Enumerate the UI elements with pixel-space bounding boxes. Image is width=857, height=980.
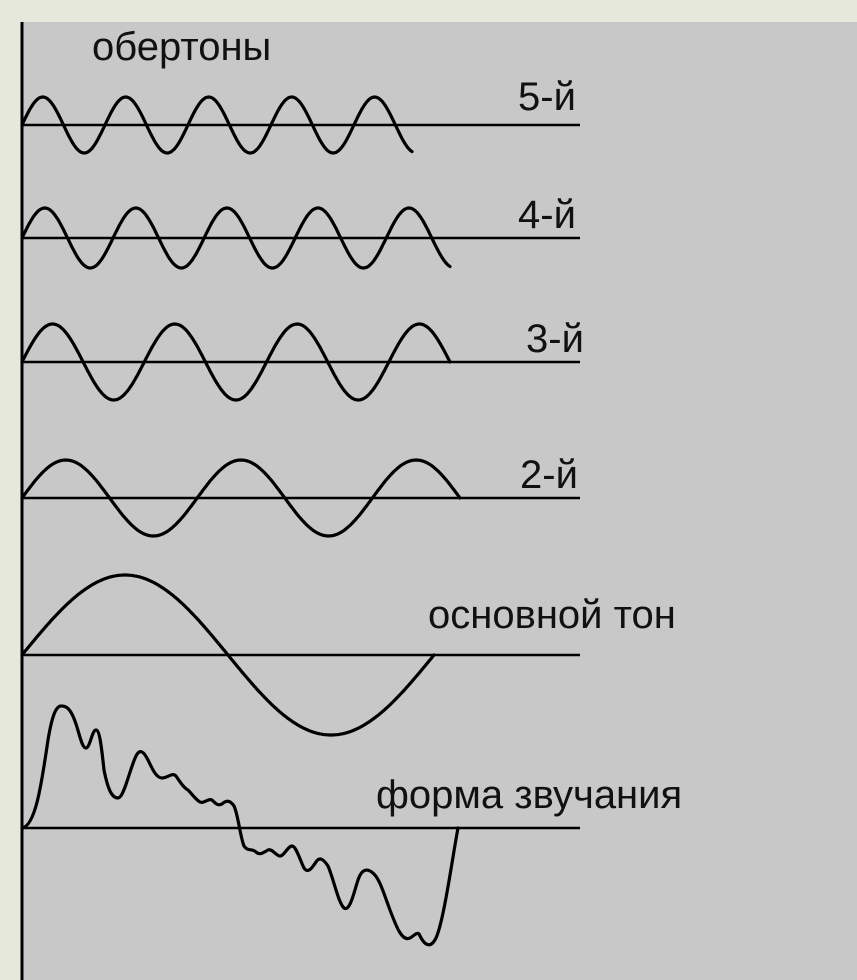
label-overtone-4: 4-й <box>518 193 576 237</box>
wave-sound-form <box>20 704 460 947</box>
wave-overtone-2 <box>20 458 462 538</box>
label-overtone-3: 3-й <box>526 317 584 361</box>
label-overtone-2: 2-й <box>520 453 578 497</box>
label-sound-form: форма звучания <box>376 773 682 817</box>
wave-overtone-3 <box>20 322 452 402</box>
wave-overtone-5 <box>20 95 414 155</box>
wave-fundamental <box>20 573 436 737</box>
label-fundamental: основной тон <box>428 593 676 637</box>
wave-overtone-4 <box>20 206 452 270</box>
diagram-title: обертоны <box>92 25 271 69</box>
diagram-panel <box>22 22 857 980</box>
label-overtone-5: 5-й <box>518 75 576 119</box>
